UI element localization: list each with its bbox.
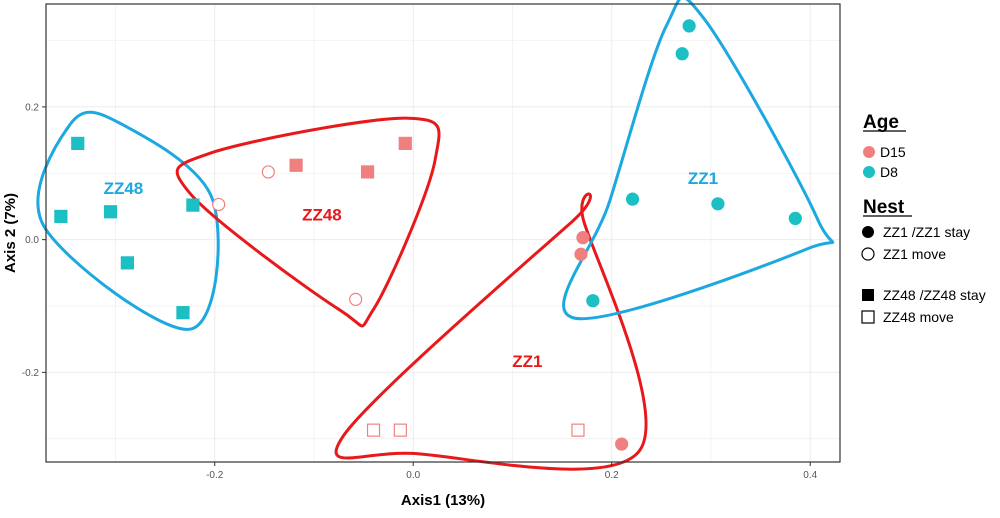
point-square-11 bbox=[398, 136, 412, 150]
legend-zz48-move-label: ZZ48 move bbox=[883, 309, 954, 325]
point-square-10 bbox=[360, 165, 375, 179]
axis-ticks: -0.2 0.0 0.2 0.4 0.2 0.0 -0.2 bbox=[22, 102, 818, 481]
y-tick-label: 0.2 bbox=[25, 102, 39, 113]
x-tick-label: -0.2 bbox=[206, 470, 224, 481]
hull-label-0: ZZ48 bbox=[104, 179, 144, 198]
legend-filled-square-icon bbox=[862, 289, 874, 301]
grid-lines bbox=[46, 4, 840, 462]
hull-outline-1 bbox=[175, 116, 441, 328]
hull-outline-3 bbox=[562, 0, 835, 321]
x-tick-label: 0.2 bbox=[605, 470, 619, 481]
legend-d15-label: D15 bbox=[880, 144, 906, 160]
legend-nest-title: Nest bbox=[863, 197, 905, 218]
point-square-4 bbox=[176, 306, 190, 320]
point-square-9 bbox=[289, 158, 303, 172]
legend-zz1-stay-label: ZZ1 /ZZ1 stay bbox=[883, 224, 970, 240]
legend-filled-circle-icon bbox=[862, 226, 874, 238]
legend-zz1-move-label: ZZ1 move bbox=[883, 246, 946, 262]
x-axis-title: Axis1 (13%) bbox=[401, 492, 485, 509]
hull-outline-0 bbox=[36, 110, 220, 331]
point-square-3 bbox=[120, 256, 134, 270]
plot-frame bbox=[45, 3, 841, 463]
point-square-1 bbox=[54, 209, 68, 224]
legend-d8-label: D8 bbox=[880, 164, 898, 180]
x-tick-label: 0.0 bbox=[406, 470, 420, 481]
point-circle-16 bbox=[574, 247, 588, 261]
point-circle-19 bbox=[625, 192, 640, 206]
point-square-12 bbox=[366, 423, 381, 437]
point-circle-6 bbox=[212, 197, 226, 212]
hull-label-3: ZZ1 bbox=[688, 169, 718, 188]
point-circle-21 bbox=[682, 19, 696, 33]
legend-age-title: Age bbox=[863, 112, 899, 133]
legend-d8-swatch bbox=[863, 166, 875, 178]
legend-d15-swatch bbox=[863, 146, 875, 158]
point-square-0 bbox=[71, 136, 85, 150]
point-square-2 bbox=[103, 205, 118, 219]
hull-label-1: ZZ48 bbox=[302, 205, 342, 224]
point-square-13 bbox=[393, 423, 407, 437]
x-tick-label: 0.4 bbox=[803, 470, 817, 481]
y-axis-title: Axis 2 (7%) bbox=[2, 193, 19, 273]
point-square-5 bbox=[186, 198, 200, 212]
y-tick-label: -0.2 bbox=[22, 368, 40, 379]
point-circle-7 bbox=[261, 165, 275, 179]
legend-open-circle-icon bbox=[861, 247, 875, 261]
point-square-14 bbox=[571, 423, 585, 437]
legend-zz48-stay-label: ZZ48 /ZZ48 stay bbox=[883, 287, 986, 303]
point-circle-22 bbox=[711, 197, 725, 211]
point-circle-17 bbox=[615, 437, 629, 451]
point-circle-20 bbox=[675, 47, 689, 61]
hull-outline-2 bbox=[334, 192, 648, 471]
data-points bbox=[54, 19, 802, 451]
point-circle-18 bbox=[586, 294, 600, 308]
plot-background bbox=[46, 4, 840, 462]
hull-label-2: ZZ1 bbox=[512, 352, 542, 371]
point-circle-8 bbox=[349, 292, 363, 306]
legend-open-square-icon bbox=[861, 310, 875, 324]
group-labels: ZZ48 ZZ48 ZZ1 ZZ1 bbox=[104, 169, 719, 371]
y-tick-label: 0.0 bbox=[25, 235, 39, 246]
legend: Age D15 D8 Nest ZZ1 /ZZ1 stay ZZ1 move Z… bbox=[861, 112, 986, 325]
point-circle-15 bbox=[576, 231, 590, 245]
group-hulls bbox=[36, 0, 835, 471]
point-circle-23 bbox=[788, 211, 802, 225]
